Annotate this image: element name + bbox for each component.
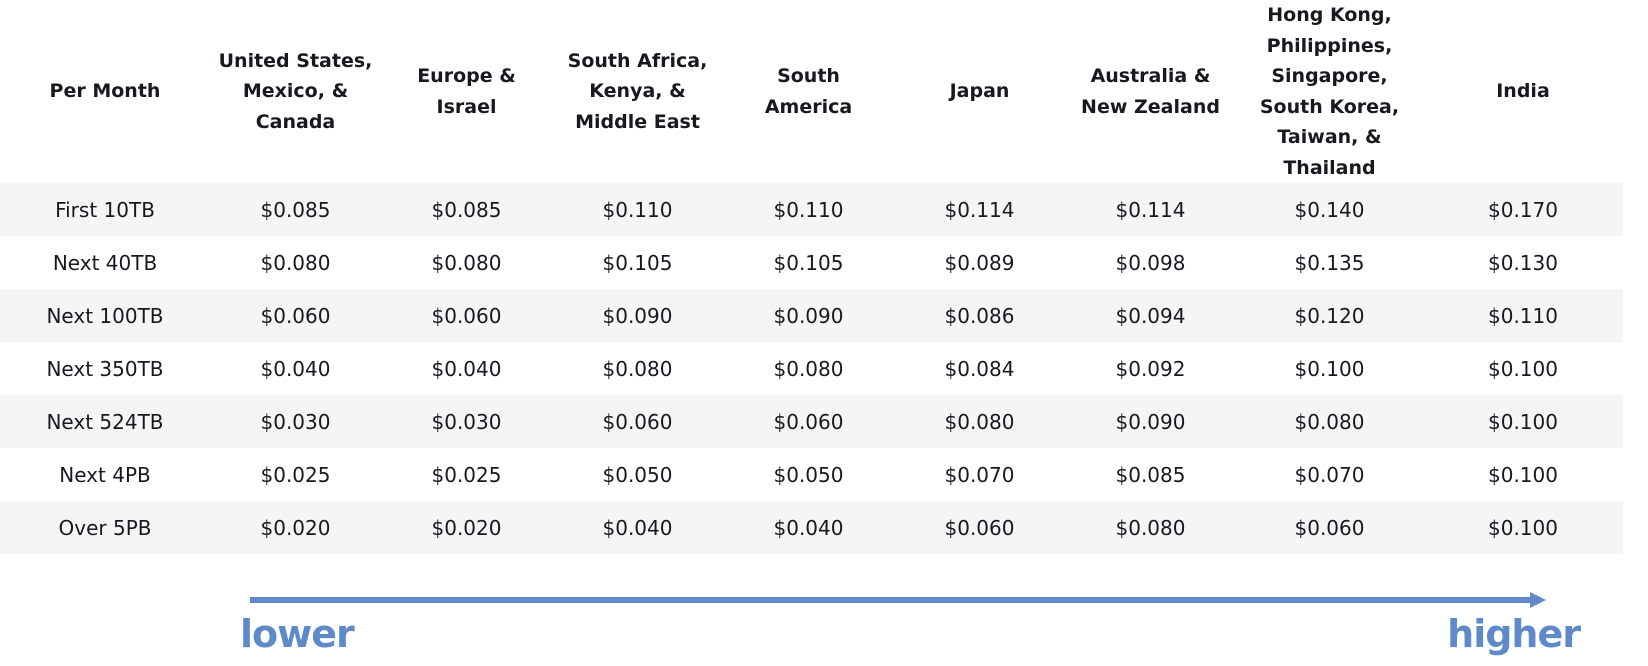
price-cell: $0.105: [773, 250, 844, 275]
price-cell: $0.060: [381, 289, 552, 342]
scale-arrow: [250, 592, 1546, 608]
price-cell: $0.025: [431, 462, 502, 487]
header-row: Per Month United States, Mexico, & Canad…: [0, 0, 1623, 183]
price-cell: $0.105: [602, 250, 673, 275]
price-cell: $0.098: [1115, 250, 1186, 275]
tier-cell: Over 5PB: [0, 501, 210, 554]
pricing-table: Per Month United States, Mexico, & Canad…: [0, 0, 1623, 554]
table-row: Over 5PB $0.020 $0.020 $0.040 $0.040 $0.060 $0…: [0, 501, 1623, 554]
price-cell: $0.060: [723, 395, 894, 448]
price-cell: $0.089: [944, 250, 1015, 275]
price-cell: $0.100: [1423, 501, 1623, 554]
price-cell: $0.080: [773, 356, 844, 381]
table-row: Next 524TB $0.030 $0.030 $0.060 $0.060 $0.080…: [0, 395, 1623, 448]
header-cell: India: [1496, 80, 1550, 103]
price-cell: $0.040: [723, 501, 894, 554]
price-cell: $0.135: [1294, 250, 1365, 275]
header-cell: Per Month: [49, 80, 161, 103]
price-cell: $0.084: [944, 356, 1015, 381]
price-cell: $0.060: [210, 289, 381, 342]
header-cell: South America: [764, 65, 853, 118]
price-cell: $0.100: [1423, 395, 1623, 448]
price-cell: $0.120: [1236, 289, 1423, 342]
tier-cell: Next 100TB: [0, 289, 210, 342]
header-cell: Europe & Israel: [417, 65, 516, 118]
price-cell: $0.086: [894, 289, 1065, 342]
price-cell: $0.080: [894, 395, 1065, 448]
price-cell: $0.100: [1294, 356, 1365, 381]
price-cell: $0.100: [1488, 462, 1558, 487]
price-cell: $0.070: [1294, 462, 1365, 487]
price-cell: $0.085: [381, 183, 552, 236]
price-cell: $0.170: [1423, 183, 1623, 236]
price-cell: $0.060: [894, 501, 1065, 554]
price-cell: $0.092: [1115, 356, 1186, 381]
price-cell: $0.040: [431, 356, 502, 381]
price-cell: $0.080: [260, 250, 331, 275]
price-cell: $0.140: [1236, 183, 1423, 236]
price-cell: $0.080: [602, 356, 673, 381]
price-cell: $0.060: [1236, 501, 1423, 554]
header-cell: Japan: [949, 80, 1010, 103]
scale-arrow-head: [1530, 592, 1546, 608]
price-cell: $0.050: [602, 462, 673, 487]
tier-cell: First 10TB: [0, 183, 210, 236]
price-cell: $0.085: [1115, 462, 1186, 487]
tier-cell: Next 524TB: [0, 395, 210, 448]
price-cell: $0.060: [552, 395, 723, 448]
price-cell: $0.130: [1488, 250, 1558, 275]
price-cell: $0.080: [431, 250, 502, 275]
tier-cell: Next 40TB: [52, 250, 158, 275]
price-cell: $0.100: [1488, 356, 1558, 381]
price-cell: $0.020: [210, 501, 381, 554]
price-cell: $0.080: [1065, 501, 1236, 554]
table-row: First 10TB $0.085 $0.085 $0.110 $0.110 $0.114…: [0, 183, 1623, 236]
price-cell: $0.020: [381, 501, 552, 554]
price-cell: $0.030: [381, 395, 552, 448]
table-row: Next 40TB $0.080 $0.080 $0.105 $0.105 $0.089 $…: [0, 236, 1623, 289]
price-cell: $0.070: [944, 462, 1015, 487]
price-cell: $0.040: [260, 356, 331, 381]
table-row: Next 100TB $0.060 $0.060 $0.090 $0.090 $0.086…: [0, 289, 1623, 342]
price-cell: $0.114: [1065, 183, 1236, 236]
scale-higher-label: higher: [1447, 612, 1581, 656]
price-cell: $0.110: [1423, 289, 1623, 342]
header-cell: United States, Mexico, & Canada: [218, 49, 373, 133]
table-row: Next 350TB $0.040 $0.040 $0.080 $0.080 $0.084…: [0, 342, 1623, 395]
price-cell: $0.080: [1236, 395, 1423, 448]
header-cell: Hong Kong, Philippines, Singapore, South…: [1259, 4, 1400, 179]
price-cell: $0.110: [552, 183, 723, 236]
price-cell: $0.090: [552, 289, 723, 342]
tier-cell: Next 4PB: [59, 462, 151, 487]
header-cell: Australia & New Zealand: [1081, 65, 1220, 118]
price-cell: $0.110: [723, 183, 894, 236]
price-cell: $0.050: [773, 462, 844, 487]
header-cell: South Africa, Kenya, & Middle East: [567, 49, 708, 133]
price-cell: $0.094: [1065, 289, 1236, 342]
price-cell: $0.025: [260, 462, 331, 487]
price-cell: $0.030: [210, 395, 381, 448]
price-cell: $0.085: [210, 183, 381, 236]
price-cell: $0.090: [723, 289, 894, 342]
price-cell: $0.040: [552, 501, 723, 554]
price-cell: $0.114: [894, 183, 1065, 236]
price-cell: $0.090: [1065, 395, 1236, 448]
tier-cell: Next 350TB: [46, 356, 164, 381]
scale-lower-label: lower: [240, 612, 355, 656]
table-row: Next 4PB $0.025 $0.025 $0.050 $0.050 $0.070 $0…: [0, 448, 1623, 501]
